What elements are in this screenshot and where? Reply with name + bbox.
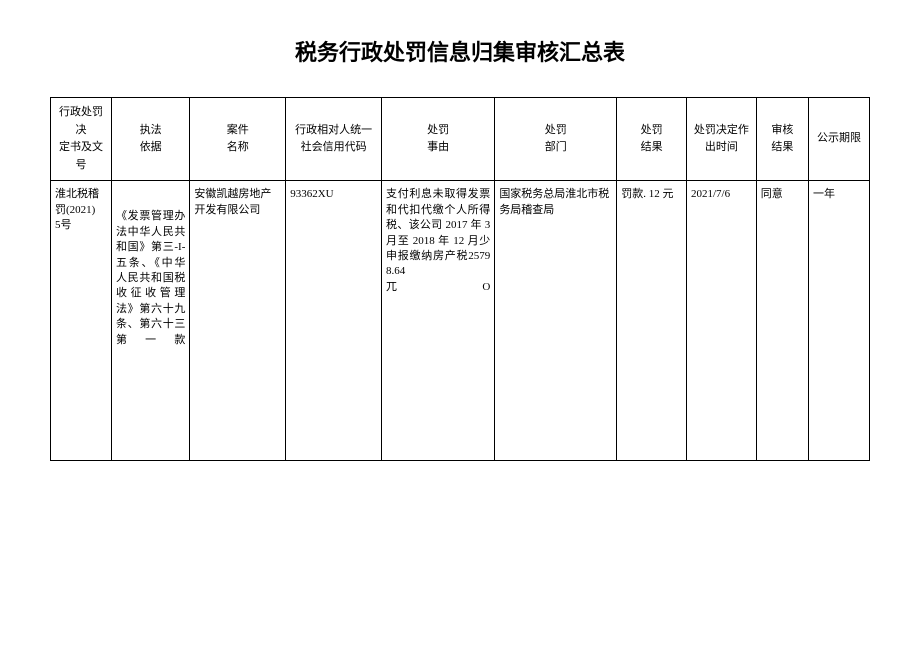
cell-result: 罚款. 12 元 xyxy=(617,181,687,461)
header-row: 行政处罚决定书及文号 执法依据 案件名称 行政相对人统一社会信用代码 处罚事由 … xyxy=(51,98,870,181)
cell-department: 国家税务总局淮北市税务局稽查局 xyxy=(495,181,617,461)
cell-legal-basis: 《发票管理办法中华人民共和国》第三-I-五条、《中华人民共和国税收征收管理法》第… xyxy=(111,181,189,461)
cell-case-name: 安徽凯越房地产开发有限公司 xyxy=(190,181,286,461)
cell-doc-no: 淮北税稽罚(2021)5号 xyxy=(51,181,112,461)
page-title: 税务行政处罚信息归集审核汇总表 xyxy=(50,35,870,67)
cell-reason: 支付利息未取得发票和代扣代缴个人所得税、该公司 2017 年 3 月至 2018… xyxy=(382,181,495,461)
header-doc-no: 行政处罚决定书及文号 xyxy=(51,98,112,181)
table-row: 淮北税稽罚(2021)5号 《发票管理办法中华人民共和国》第三-I-五条、《中华… xyxy=(51,181,870,461)
header-case-name: 案件名称 xyxy=(190,98,286,181)
header-legal-basis: 执法依据 xyxy=(111,98,189,181)
penalty-table: 行政处罚决定书及文号 执法依据 案件名称 行政相对人统一社会信用代码 处罚事由 … xyxy=(50,97,870,461)
header-audit-result: 审核结果 xyxy=(756,98,808,181)
header-publicity-period: 公示期限 xyxy=(808,98,869,181)
cell-audit-result: 同意 xyxy=(756,181,808,461)
header-department: 处罚部门 xyxy=(495,98,617,181)
header-reason: 处罚事由 xyxy=(382,98,495,181)
cell-decision-date: 2021/7/6 xyxy=(687,181,757,461)
cell-publicity-period: 一年 xyxy=(808,181,869,461)
header-decision-date: 处罚决定作出时间 xyxy=(687,98,757,181)
cell-credit-code: 93362XU xyxy=(286,181,382,461)
header-result: 处罚结果 xyxy=(617,98,687,181)
header-credit-code: 行政相对人统一社会信用代码 xyxy=(286,98,382,181)
